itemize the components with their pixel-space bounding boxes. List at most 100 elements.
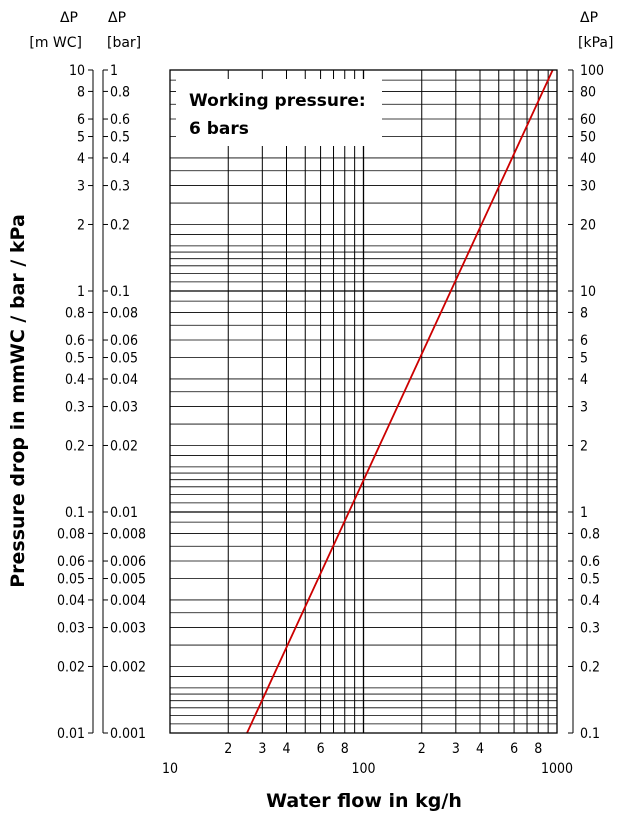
left-inner-tick-label: 0.6 [110, 112, 130, 128]
right-tick-label: 2 [580, 438, 588, 454]
x-minor-tick-label: 3 [258, 741, 266, 757]
right-tick-label: 0.8 [580, 526, 600, 542]
right-tick-label: 0.3 [580, 621, 600, 637]
annotation-box: Working pressure: 6 bars [176, 79, 382, 146]
left-outer-tick-label: 5 [77, 130, 85, 146]
left-outer-tick-label: 0.08 [57, 526, 85, 542]
left-outer-tick-label: 3 [77, 179, 85, 195]
chart-series [246, 69, 554, 734]
left-inner-tick-label: 0.8 [110, 84, 130, 100]
y-axis-title: Pressure drop in mmWC / bar / kPa [7, 214, 29, 588]
left-inner-tick-label: 0.02 [110, 438, 138, 454]
right-tick-label: 0.6 [580, 554, 600, 570]
x-major-tick-label: 100 [351, 761, 375, 777]
left-outer-tick-label: 0.6 [65, 333, 85, 349]
right-tick-label: 8 [580, 305, 588, 321]
left-outer-tick-label: 0.01 [57, 726, 85, 742]
left-outer-tick-label: 0.05 [57, 572, 85, 588]
pressure-drop-line [246, 69, 554, 734]
left-outer-tick-label: 0.5 [65, 351, 85, 367]
x-minor-tick-label: 8 [534, 741, 542, 757]
left-inner-tick-label: 0.002 [110, 659, 146, 675]
right-tick-label: 6 [580, 333, 588, 349]
left-outer-axis-symbol: ΔP [60, 10, 78, 26]
left-inner-tick-label: 0.004 [110, 593, 146, 609]
left-outer-tick-label: 10 [69, 63, 85, 79]
right-tick-label: 10 [580, 284, 596, 300]
right-tick-label: 100 [580, 63, 604, 79]
left-inner-tick-label: 0.05 [110, 351, 138, 367]
right-tick-label: 40 [580, 151, 596, 167]
left-outer-tick-label: 0.04 [57, 593, 85, 609]
left-outer-tick-label: 6 [77, 112, 85, 128]
x-minor-tick-label: 6 [317, 741, 325, 757]
left-outer-tick-label: 0.4 [65, 372, 85, 388]
left-outer-tick-label: 0.3 [65, 400, 85, 416]
left-outer-axis-unit: [m WC] [29, 35, 82, 51]
left-outer-tick-label: 0.1 [65, 505, 85, 521]
left-inner-tick-label: 0.4 [110, 151, 130, 167]
left-inner-tick-label: 0.2 [110, 217, 130, 233]
right-tick-label: 4 [580, 372, 588, 388]
right-tick-label: 60 [580, 112, 596, 128]
left-outer-tick-label: 0.03 [57, 621, 85, 637]
right-tick-label: 50 [580, 130, 596, 146]
left-outer-tick-label: 0.02 [57, 659, 85, 675]
right-tick-label: 3 [580, 400, 588, 416]
right-tick-label: 30 [580, 179, 596, 195]
left-inner-tick-label: 0.08 [110, 305, 138, 321]
chart-labels: 0.01 0.001 0.1 0.02 0.002 0.2 0.03 0.003 0.3 0.04… [57, 63, 604, 777]
x-major-tick-label: 1000 [541, 761, 573, 777]
left-inner-tick-label: 0.3 [110, 179, 130, 195]
left-outer-tick-label: 0.2 [65, 438, 85, 454]
left-outer-tick-label: 2 [77, 217, 85, 233]
left-inner-tick-label: 0.006 [110, 554, 146, 570]
x-minor-tick-label: 2 [418, 741, 426, 757]
right-axis-unit: [kPa] [578, 35, 613, 51]
left-inner-tick-label: 0.01 [110, 505, 138, 521]
left-outer-tick-label: 0.8 [65, 305, 85, 321]
left-inner-axis-unit: [bar] [107, 35, 141, 51]
left-inner-tick-label: 0.1 [110, 284, 130, 300]
annotation-line-1: Working pressure: [189, 91, 366, 111]
annotation-line-2: 6 bars [189, 119, 249, 139]
left-inner-tick-label: 0.001 [110, 726, 146, 742]
left-outer-tick-label: 8 [77, 84, 85, 100]
left-inner-axis-symbol: ΔP [108, 10, 126, 26]
right-tick-label: 80 [580, 84, 596, 100]
x-minor-tick-label: 8 [341, 741, 349, 757]
left-inner-tick-label: 0.008 [110, 526, 146, 542]
x-minor-tick-label: 6 [510, 741, 518, 757]
x-minor-tick-label: 3 [452, 741, 460, 757]
left-inner-tick-label: 0.5 [110, 130, 130, 146]
left-outer-tick-label: 1 [77, 284, 85, 300]
left-inner-tick-label: 0.03 [110, 400, 138, 416]
right-tick-label: 0.4 [580, 593, 600, 609]
annotation-background [176, 79, 382, 146]
right-tick-label: 20 [580, 217, 596, 233]
x-major-tick-label: 10 [162, 761, 178, 777]
left-inner-tick-label: 0.003 [110, 621, 146, 637]
chart-grid [170, 70, 557, 734]
chart-frame [169, 69, 558, 734]
right-tick-label: 0.1 [580, 726, 600, 742]
x-minor-tick-label: 4 [476, 741, 484, 757]
left-inner-tick-label: 0.04 [110, 372, 138, 388]
right-tick-label: 0.2 [580, 659, 600, 675]
right-tick-label: 0.5 [580, 572, 600, 588]
x-minor-tick-label: 4 [282, 741, 290, 757]
left-inner-tick-label: 0.06 [110, 333, 138, 349]
axis-headers: ΔP [m WC] ΔP [bar] ΔP [kPa] [29, 10, 613, 51]
right-tick-label: 1 [580, 505, 588, 521]
left-outer-tick-label: 4 [77, 151, 85, 167]
right-axis-symbol: ΔP [580, 10, 598, 26]
right-tick-label: 5 [580, 351, 588, 367]
left-inner-tick-label: 0.005 [110, 572, 146, 588]
left-inner-tick-label: 1 [110, 63, 118, 79]
chart-ticks [88, 69, 574, 734]
plot-border [169, 69, 558, 734]
x-minor-tick-label: 2 [224, 741, 232, 757]
left-outer-tick-label: 0.06 [57, 554, 85, 570]
x-axis-title: Water flow in kg/h [266, 790, 462, 812]
